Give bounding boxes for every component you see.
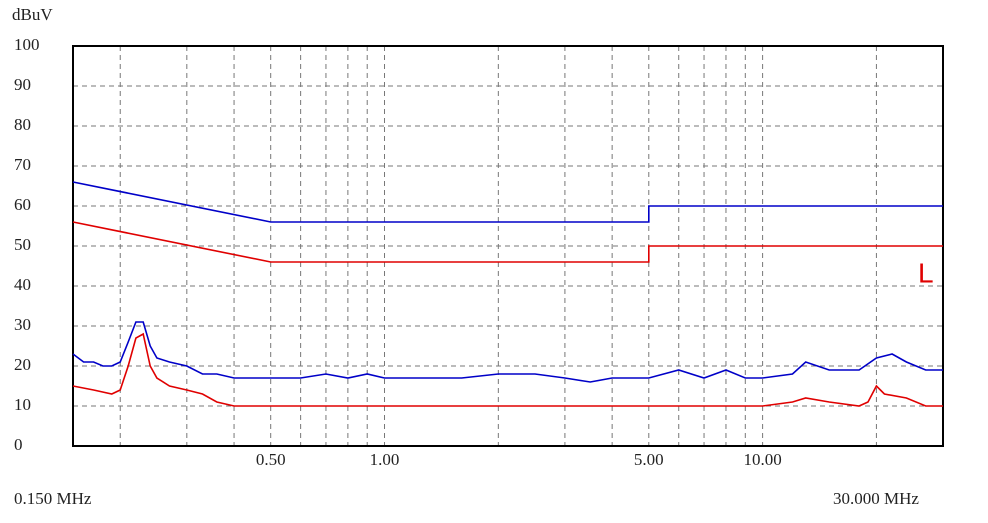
y-tick-label: 60	[14, 195, 31, 214]
x-tick-label: 0.50	[256, 450, 286, 469]
data-line	[72, 321, 943, 383]
x-tick-label: 10.00	[743, 450, 781, 469]
x-tick-label: 1.00	[370, 450, 400, 469]
y-tick-label: 0	[14, 435, 23, 454]
annotation: L	[918, 257, 934, 288]
y-tick-label: 80	[14, 115, 31, 134]
x-tick-label: 5.00	[634, 450, 664, 469]
data-line	[72, 221, 943, 263]
y-axis-label: dBuV	[12, 5, 53, 24]
y-tick-label: 100	[14, 35, 40, 54]
y-tick-label: 50	[14, 235, 31, 254]
y-tick-label: 90	[14, 75, 31, 94]
data-line	[72, 332, 943, 407]
x-start-label: 0.150 MHz	[14, 489, 92, 508]
y-tick-label: 10	[14, 395, 31, 414]
y-tick-label: 30	[14, 315, 31, 334]
y-tick-label: 20	[14, 355, 31, 374]
y-tick-label: 40	[14, 275, 31, 294]
y-tick-label: 70	[14, 155, 31, 174]
x-end-label: 30.000 MHz	[833, 489, 919, 508]
data-line	[72, 181, 943, 223]
